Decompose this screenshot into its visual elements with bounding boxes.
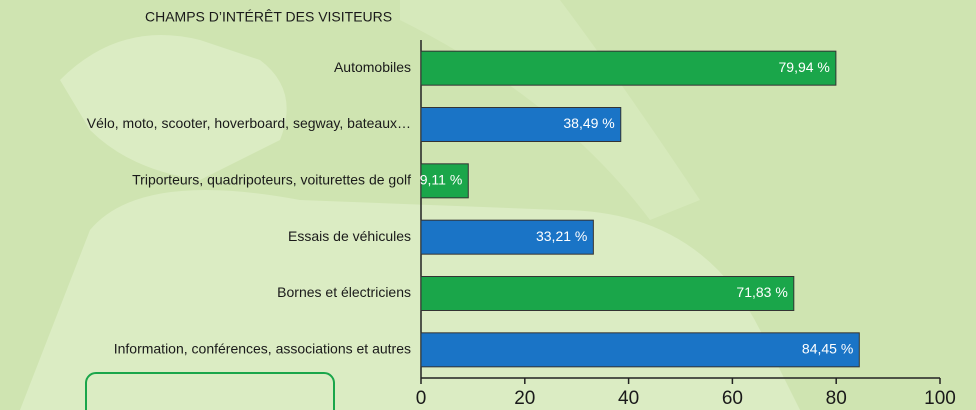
bar: [420, 332, 860, 368]
x-tick-label: 80: [826, 388, 847, 409]
x-tick-label: 0: [416, 388, 427, 409]
x-tick-label: 60: [722, 388, 743, 409]
category-label: Automobiles: [334, 59, 411, 75]
chart-title: CHAMPS D’INTÉRÊT DES VISITEURS: [145, 9, 392, 25]
legend-box: [85, 372, 335, 410]
decoration: [60, 35, 287, 180]
value-label: 79,94 %: [779, 59, 830, 75]
category-label: Essais de véhicules: [288, 228, 411, 244]
category-label: Bornes et électriciens: [277, 284, 411, 300]
x-tick-label: 20: [514, 388, 535, 409]
category-label: Triporteurs, quadripoteurs, voiturettes …: [132, 172, 411, 188]
bar: [420, 276, 795, 311]
bar: [420, 50, 837, 86]
x-tick-label: 40: [618, 388, 639, 409]
bar: [420, 107, 622, 142]
x-tick-label: 100: [924, 388, 956, 409]
value-label: 71,83 %: [736, 284, 787, 300]
value-label: 33,21 %: [536, 228, 587, 244]
value-label: 38,49 %: [563, 115, 614, 131]
bar: [420, 219, 594, 255]
category-label: Vélo, moto, scooter, hoverboard, segway,…: [87, 115, 411, 131]
category-label: Information, conférences, associations e…: [114, 341, 411, 357]
value-label: 84,45 %: [802, 341, 853, 357]
bar: [420, 163, 469, 199]
value-label: 9,11 %: [420, 172, 463, 188]
